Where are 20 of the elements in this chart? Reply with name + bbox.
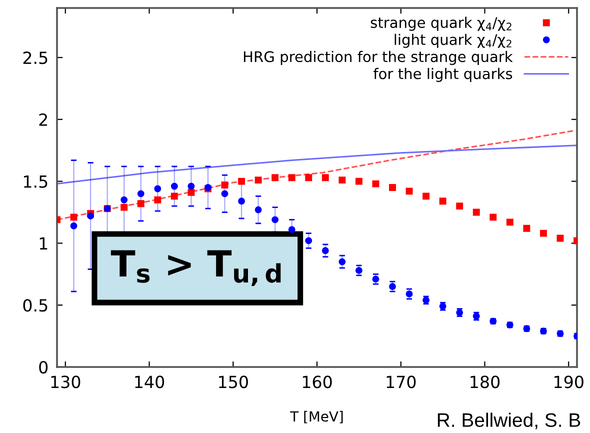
x-tick-label: 170 <box>386 376 416 388</box>
x-tick-label: 150 <box>219 376 248 388</box>
y-tick-label: 0 <box>39 360 48 374</box>
legend-label: for the light quarks <box>373 68 512 82</box>
x-tick-label: 140 <box>135 376 164 388</box>
legend-label: HRG prediction for the strange quark <box>244 50 513 65</box>
y-tick-label: 2.5 <box>23 51 48 64</box>
y-tick-label: 0.5 <box>23 299 48 312</box>
legend-label: light quark χ$_{4}$/χ$_{2}$ <box>394 34 512 48</box>
x-tick-label: 180 <box>470 376 500 388</box>
y-tick-label: 2 <box>39 113 47 126</box>
y-tick-label: 1.5 <box>24 175 48 188</box>
legend-label: strange quark χ$_{4}$/χ$_{2}$ <box>370 16 512 31</box>
x-axis-title: T [MeV] <box>290 410 343 424</box>
x-tick-label: 130 <box>51 376 80 388</box>
text: R. Bellwied, S. B <box>438 412 580 430</box>
y-tick-label: 1 <box>40 237 48 250</box>
x-tick-label: 160 <box>302 376 332 388</box>
annotation: T$_{s}$ > T$_{u,d}$ <box>110 250 281 286</box>
x-tick-label: 190 <box>554 376 584 388</box>
